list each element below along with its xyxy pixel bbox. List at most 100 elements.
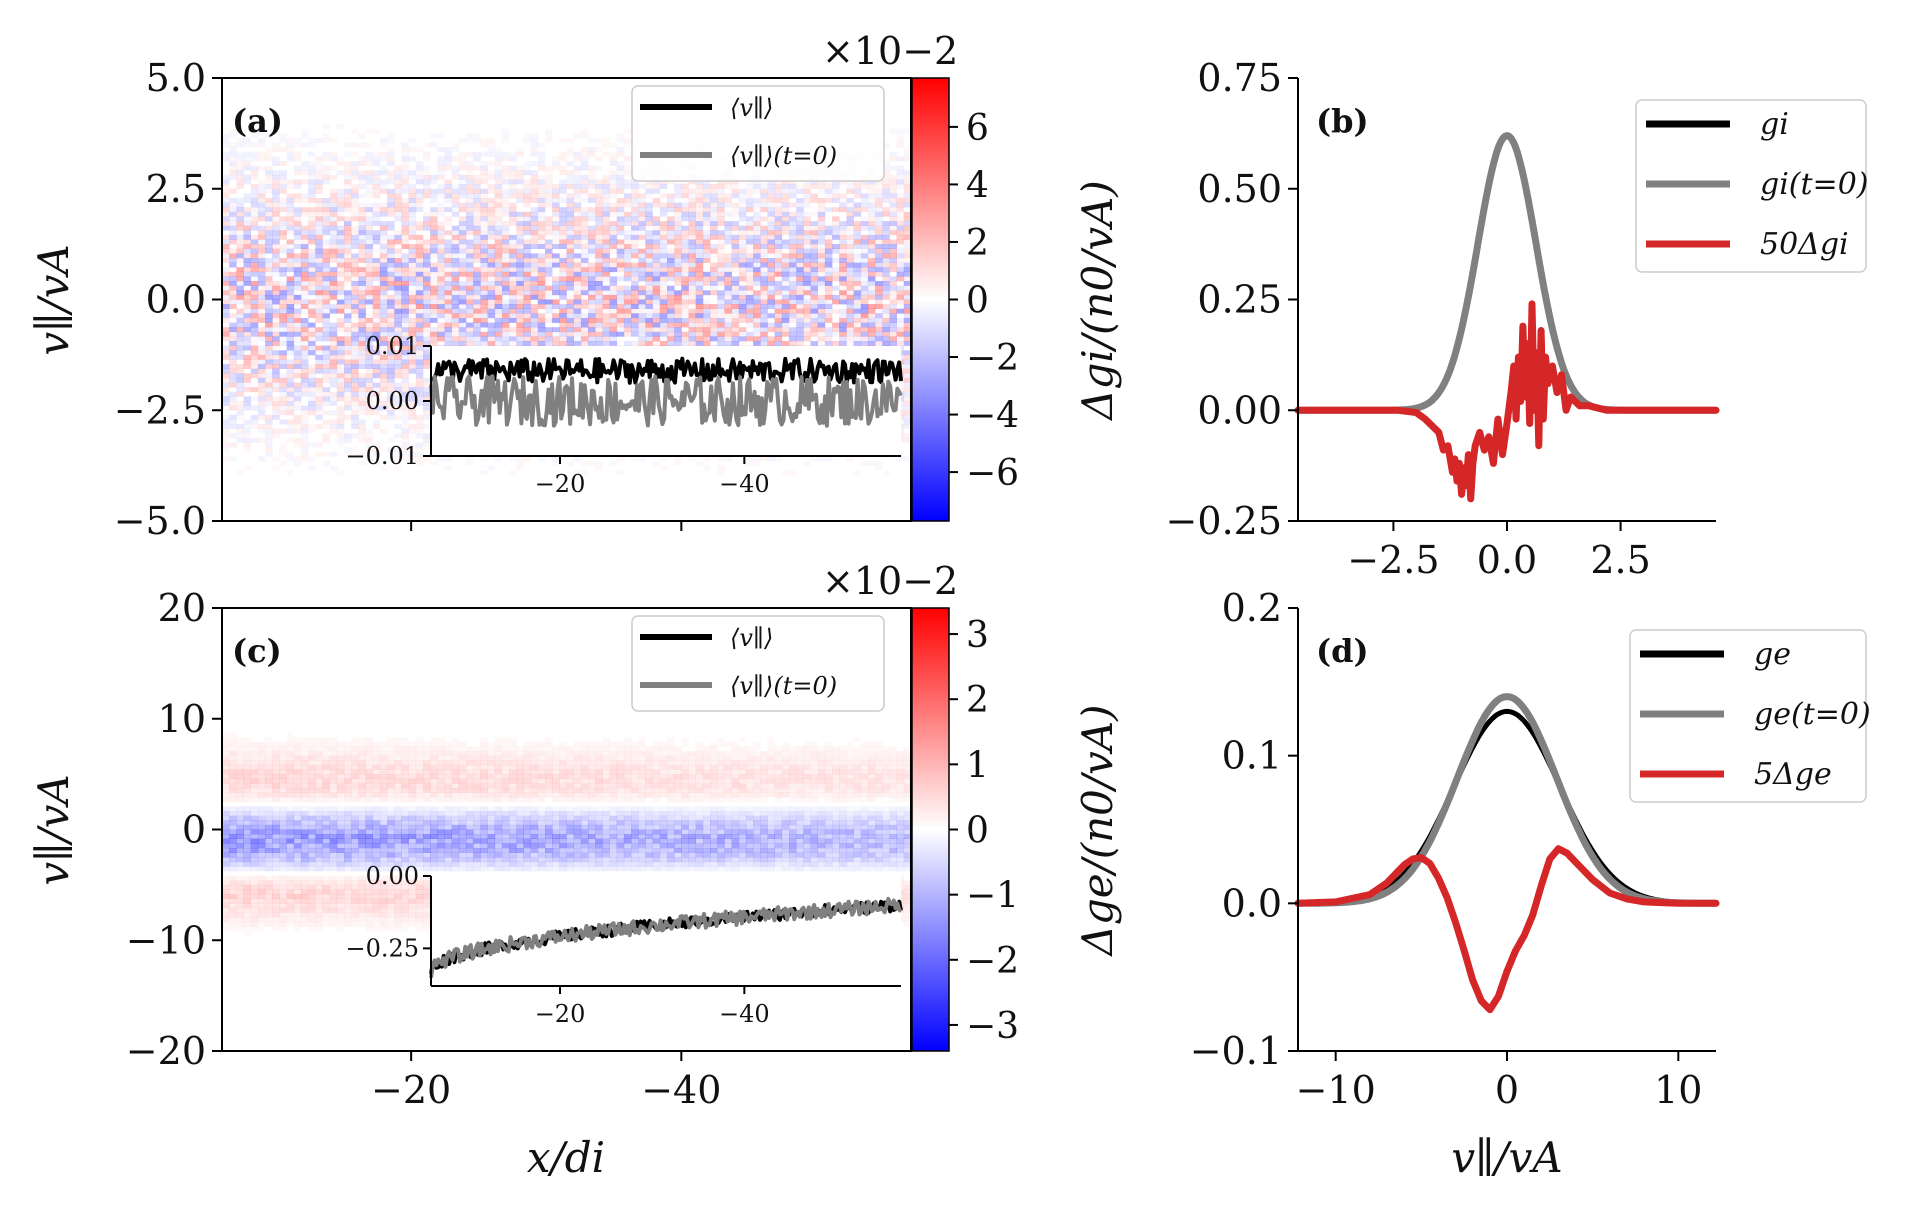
heat-cell <box>387 151 395 157</box>
heat-cell <box>329 345 338 351</box>
heat-cell <box>358 322 366 328</box>
heat-cell <box>430 244 438 249</box>
heat-cell <box>523 239 531 245</box>
heat-cell <box>774 234 783 240</box>
heat-cell <box>573 207 582 213</box>
heat-cell <box>257 179 266 185</box>
heat-cell <box>616 253 625 259</box>
heat-cell <box>501 165 510 171</box>
heat-cell <box>738 230 747 236</box>
heat-cell <box>530 211 539 217</box>
heat-cell <box>537 211 546 217</box>
heat-cell <box>688 207 696 213</box>
heat-cell <box>667 230 675 236</box>
heat-cell <box>860 327 869 333</box>
heat-cell <box>293 207 302 213</box>
heat-cell <box>458 225 467 231</box>
heat-cell <box>394 318 402 323</box>
heat-cell <box>567 138 575 143</box>
heat-cell <box>408 414 417 420</box>
heat-cell <box>695 202 704 208</box>
heat-cell <box>839 276 847 282</box>
heat-cell <box>559 308 567 314</box>
heat-cell <box>573 290 582 296</box>
heat-cell <box>573 318 582 323</box>
heat-cell <box>602 244 610 249</box>
heat-cell <box>559 285 567 291</box>
heat-cell <box>695 244 704 249</box>
heat-cell <box>257 414 266 420</box>
heat-cell <box>358 207 366 213</box>
heat-cell <box>623 267 632 273</box>
heat-cell <box>272 285 280 291</box>
heat-cell <box>244 143 252 148</box>
heat-cell <box>358 410 366 416</box>
heat-cell <box>344 327 352 333</box>
heat-cell <box>372 308 381 314</box>
heat-cell <box>329 267 338 273</box>
heat-cell <box>344 271 352 277</box>
heat-cell <box>602 179 610 185</box>
heat-cell <box>688 285 696 291</box>
heat-cell <box>702 331 711 337</box>
heat-cell <box>401 341 409 346</box>
heat-cell <box>638 202 646 208</box>
heat-cell <box>466 294 474 300</box>
heat-cell <box>300 285 309 291</box>
heat-cell <box>265 271 273 277</box>
heat-cell <box>423 401 431 406</box>
heat-cell <box>401 401 409 406</box>
heat-cell <box>509 262 517 268</box>
heat-cell <box>387 373 395 379</box>
heat-cell <box>659 248 668 254</box>
heat-cell <box>222 327 230 333</box>
heat-cell <box>300 299 309 305</box>
heat-cell <box>243 294 251 300</box>
heat-cell <box>889 230 897 236</box>
heat-cell <box>523 258 531 263</box>
heat-cell <box>588 281 596 286</box>
heat-cell <box>903 368 912 374</box>
heat-cell <box>717 184 725 189</box>
heat-cell <box>638 258 646 263</box>
heat-cell <box>875 327 883 333</box>
heat-cell <box>430 225 438 231</box>
heat-cell <box>652 336 661 342</box>
heat-cell <box>387 294 395 300</box>
heat-cell <box>667 290 675 296</box>
heat-cell <box>731 211 740 217</box>
heat-cell <box>810 262 818 268</box>
heat-cell <box>688 202 696 208</box>
heat-cell <box>530 318 539 323</box>
heat-cell <box>616 151 625 157</box>
heat-cell <box>724 221 732 226</box>
heat-cell <box>731 193 740 199</box>
heat-cell <box>552 184 560 189</box>
heat-cell <box>717 322 725 328</box>
heat-cell <box>781 304 790 309</box>
heat-cell <box>882 281 890 286</box>
heat-cell <box>810 327 818 333</box>
heat-cell <box>494 341 503 346</box>
heat-cell <box>623 327 632 333</box>
heat-cell <box>509 276 517 282</box>
heat-cell <box>365 359 373 365</box>
heat-cell <box>710 225 718 231</box>
heat-cell <box>257 331 266 337</box>
heat-cell <box>480 290 488 296</box>
heat-cell <box>229 253 237 259</box>
heat-cell <box>552 193 560 199</box>
heat-cell <box>580 161 589 166</box>
heat-cell <box>451 198 460 203</box>
heat-cell <box>631 248 639 254</box>
heat-cell <box>638 322 646 328</box>
heat-cell <box>609 188 618 194</box>
heat-cell <box>645 211 653 217</box>
heat-cell <box>817 179 826 185</box>
heat-cell <box>624 129 632 134</box>
heat-cell <box>344 391 352 397</box>
heat-cell <box>623 322 632 328</box>
heat-cell <box>279 138 287 143</box>
heat-cell <box>659 271 668 277</box>
heat-cell <box>724 290 732 296</box>
